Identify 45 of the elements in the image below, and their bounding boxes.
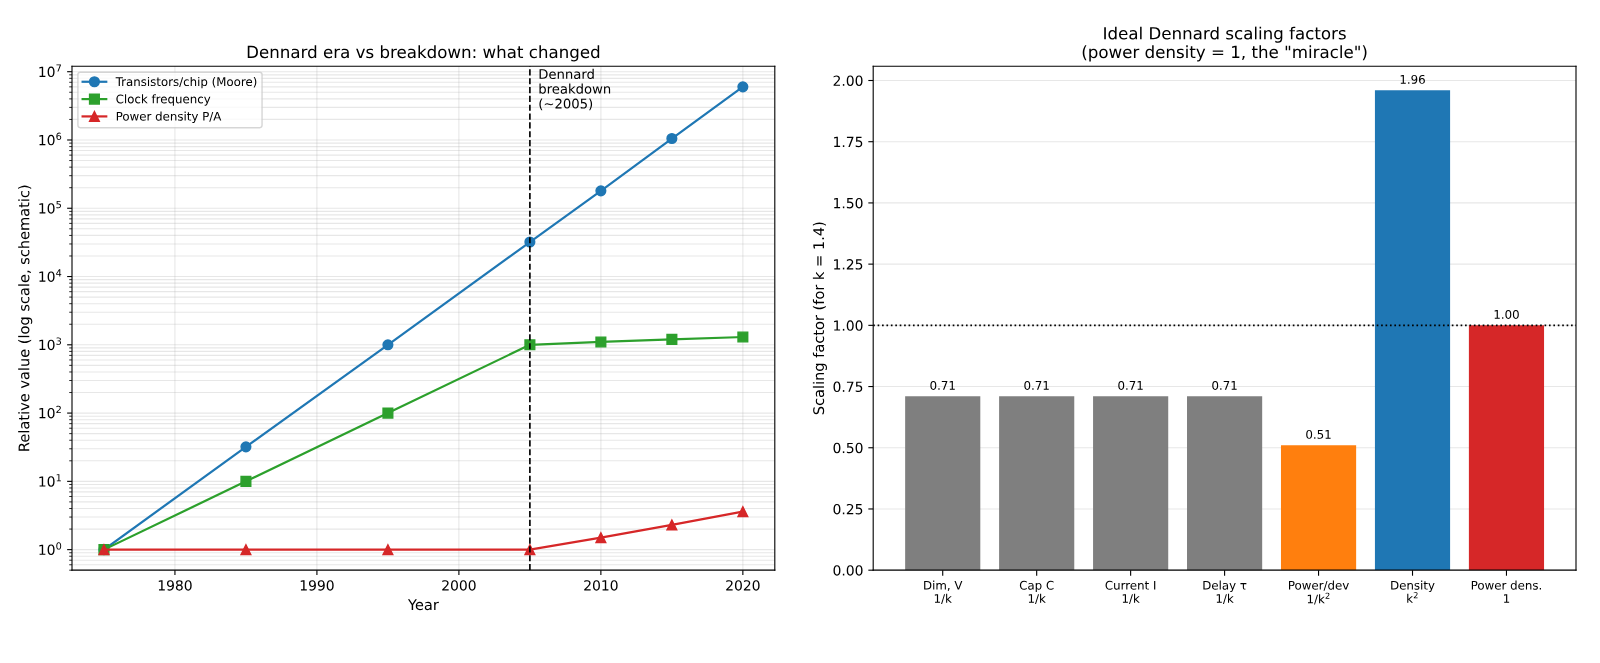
y-tick-label: 10$^{1}$ [39,474,61,487]
x-tick-label: Dim, V 1/k [924,580,963,604]
x-tick-label: 2020 [726,580,760,591]
x-tick-label: Density k$^{2}$ [1391,580,1435,603]
data-label: 0.71 [930,380,955,390]
x-axis-title: Year [407,599,439,611]
ref-line-label: Dennard breakdown (~2005) [539,68,611,111]
y-tick-label: 0.75 [833,381,863,393]
y-tick-label: 10$^{6}$ [39,132,62,146]
data-label: 0.71 [1118,380,1143,390]
data-label: 1.00 [1494,309,1519,319]
y-axis-title: Scaling factor (for k = 1.4) [812,222,827,415]
y-tick-label: 10$^{7}$ [39,64,61,78]
x-tick-label: Power dens. 1 [1471,580,1541,603]
x-tick-label: Cap C 1/k [1019,580,1054,604]
y-tick-label: 10$^{4}$ [39,269,62,282]
y-tick-label: 1.00 [834,320,863,331]
y-tick-label: 10$^{2}$ [39,405,61,419]
chart-title: Dennard era vs breakdown: what changed [247,45,600,62]
x-tick-label: 1990 [300,580,334,591]
y-tick-label: 10$^{0}$ [39,542,62,555]
chart-title: Ideal Dennard scaling factors (power density = 1, the "miracle") [1082,26,1367,62]
y-tick-label: 10$^{5}$ [39,201,61,214]
data-label: 0.71 [1212,380,1237,390]
x-tick-label: Delay τ 1/k [1203,580,1247,604]
y-tick-label: 0.50 [833,442,863,454]
x-tick-label: Power/dev 1/k$^{2}$ [1289,580,1349,605]
y-tick-label: 2.00 [833,75,863,86]
y-tick-label: 0.00 [833,565,863,576]
legend-label: Clock frequency [116,94,211,106]
y-axis-title: Relative value (log scale, schematic) [18,185,33,451]
y-tick-label: 10$^{3}$ [39,337,62,351]
x-tick-label: 1980 [158,580,192,591]
y-tick-label: 0.25 [833,503,863,515]
legend-label: Power density P/A [116,111,222,124]
data-label: 1.96 [1400,74,1425,84]
x-tick-label: Current I 1/k [1105,580,1156,604]
x-tick-label: 2000 [442,580,476,591]
legend-label: Transistors/chip (Moore) [115,76,257,89]
y-tick-label: 1.25 [834,259,863,270]
y-tick-label: 1.50 [834,197,863,209]
x-tick-label: 2010 [584,580,618,591]
data-label: 0.71 [1024,380,1049,390]
y-tick-label: 1.75 [834,136,863,148]
data-label: 0.51 [1306,429,1331,439]
